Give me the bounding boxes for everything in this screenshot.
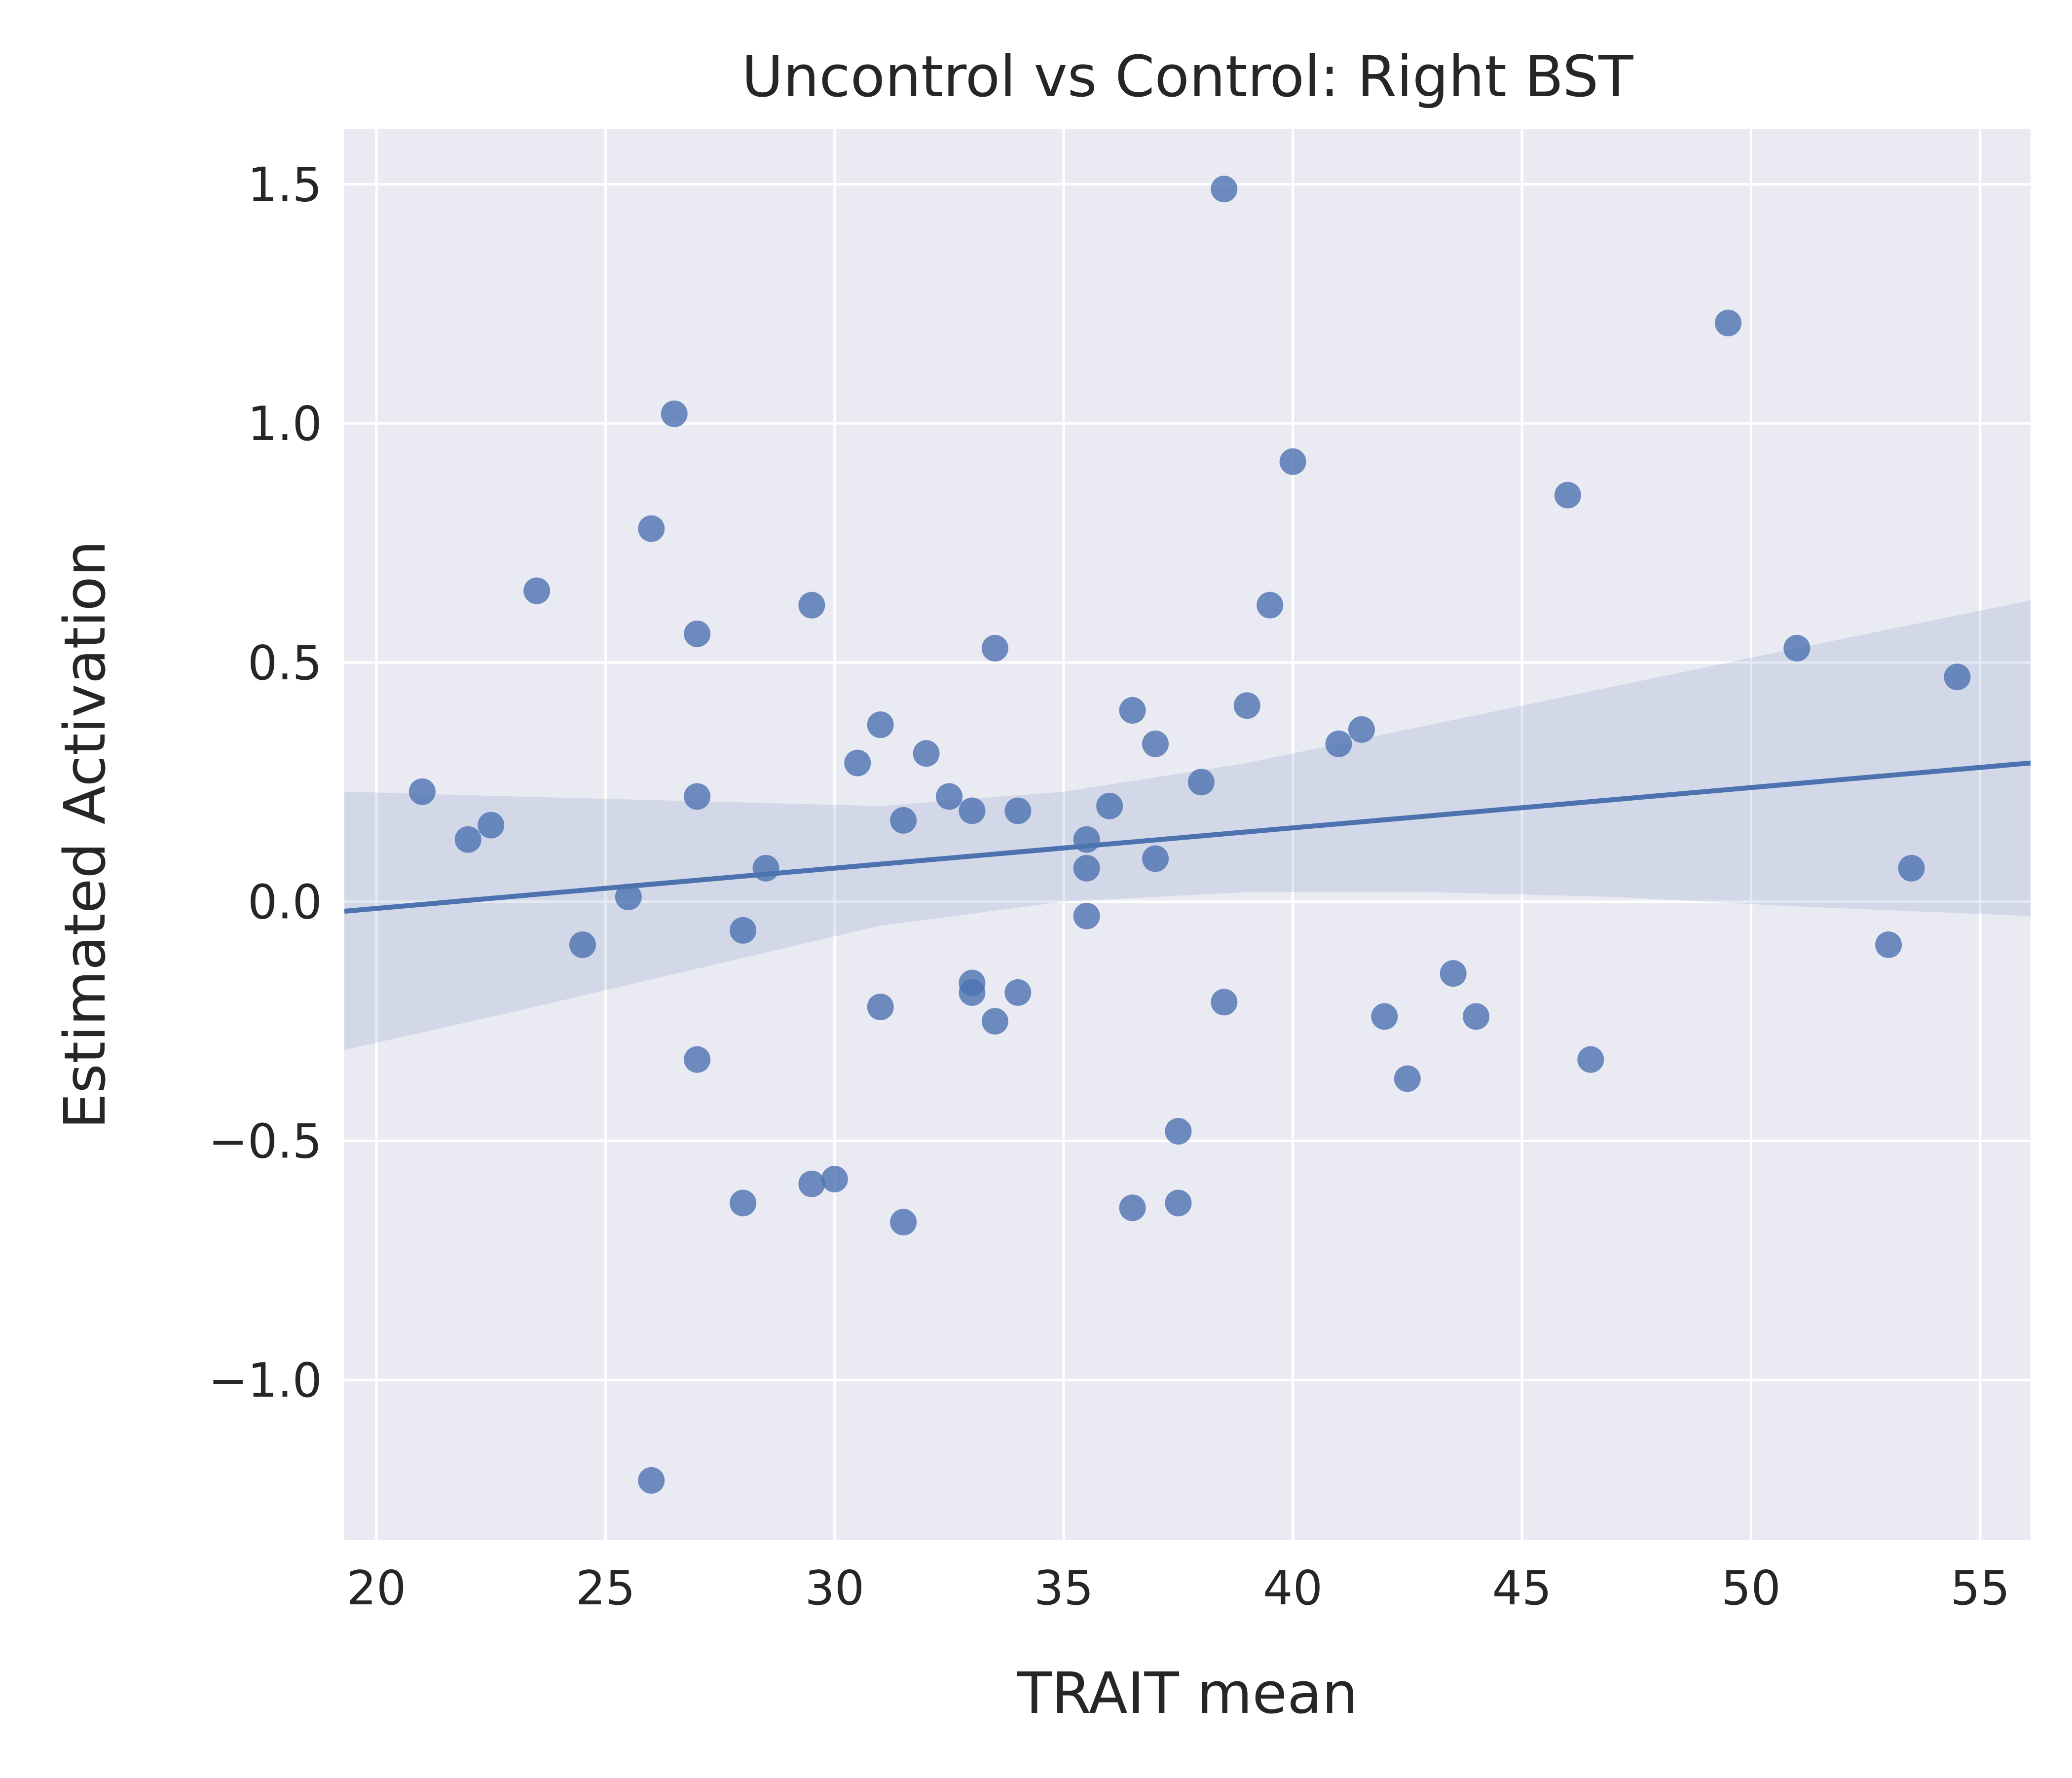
x-tick-label: 35 [1034,1561,1094,1616]
scatter-point [661,400,688,427]
scatter-point [890,1209,917,1236]
scatter-point [844,749,871,777]
x-tick-label: 30 [805,1561,864,1616]
x-tick-labels: 20 25 30 35 40 45 50 55 [347,1561,2010,1616]
scatter-point [752,854,779,882]
scatter-point [867,994,894,1021]
y-axis-label: Estimated Activation [52,540,118,1129]
x-tick-label: 25 [576,1561,635,1616]
scatter-point [684,783,711,810]
y-tick-label: 0.5 [248,636,322,691]
scatter-point [1165,1189,1192,1217]
points-layer [408,176,1971,1494]
scatter-point [1142,730,1169,757]
y-tick-label: 1.0 [248,397,322,451]
scatter-point [1187,769,1215,796]
scatter-point [1783,634,1811,662]
scatter-point [1096,792,1123,819]
scatter-point [1073,854,1100,882]
scatter-point [730,1189,757,1217]
scatter-point [478,812,505,839]
scatter-point [1394,1065,1421,1092]
y-tick-label: 0.0 [248,876,322,930]
scatter-point [684,1046,711,1073]
scatter-point [1119,1194,1146,1222]
chart-title: Uncontrol vs Control: Right BST [741,44,1633,110]
scatter-point [1440,960,1467,987]
scatter-point [821,1166,848,1193]
scatter-point [1233,692,1260,719]
y-tick-labels: −1.0 −0.5 0.0 0.5 1.0 1.5 [208,158,322,1408]
scatter-point [1257,592,1284,619]
scatter-point [1004,797,1032,824]
scatter-point [1944,664,1971,691]
x-tick-label: 40 [1263,1561,1323,1616]
scatter-point [1371,1003,1398,1030]
x-tick-label: 50 [1721,1561,1781,1616]
scatter-point [408,778,436,805]
scatter-point [1211,989,1238,1016]
scatter-point [1898,854,1925,882]
scatter-point [1119,697,1146,724]
scatter-point [1875,931,1902,958]
y-tick-label: −0.5 [208,1114,322,1169]
y-tick-label: 1.5 [248,158,322,212]
scatter-point [1073,826,1100,853]
scatter-point [1165,1118,1192,1145]
scatter-point [1142,845,1169,872]
scatter-point [638,515,665,542]
scatter-point [913,740,940,767]
y-tick-label: −1.0 [208,1354,322,1408]
scatter-point [1577,1046,1604,1073]
scatter-point [1325,730,1352,757]
scatter-point [1211,176,1238,203]
scatter-point [1554,482,1581,509]
x-tick-label: 55 [1950,1561,2010,1616]
scatter-point [638,1467,665,1494]
scatter-point [959,979,986,1006]
scatter-point [1348,716,1375,743]
scatter-point [1463,1003,1490,1030]
scatter-point [615,884,642,911]
scatter-point [1279,448,1306,475]
x-tick-label: 45 [1492,1561,1552,1616]
confidence-band-layer [344,600,2031,1050]
scatter-point [523,577,551,604]
scatter-point [798,1170,825,1197]
scatter-point [730,917,757,944]
scatter-point [569,931,596,958]
scatter-point [684,620,711,647]
scatter-point [1073,902,1100,929]
scatter-point [1714,309,1741,336]
x-tick-label: 20 [347,1561,407,1616]
scatter-point [454,826,481,853]
scatter-point [867,711,894,739]
scatter-point [981,1008,1008,1035]
scatter-point [981,634,1008,662]
scatter-point [890,807,917,834]
scatter-point [798,592,825,619]
scatter-point [1004,979,1032,1006]
scatter-point [959,797,986,824]
scatter-point [936,783,963,810]
confidence-band [344,600,2031,1050]
x-axis-label: TRAIT mean [1016,1661,1358,1727]
